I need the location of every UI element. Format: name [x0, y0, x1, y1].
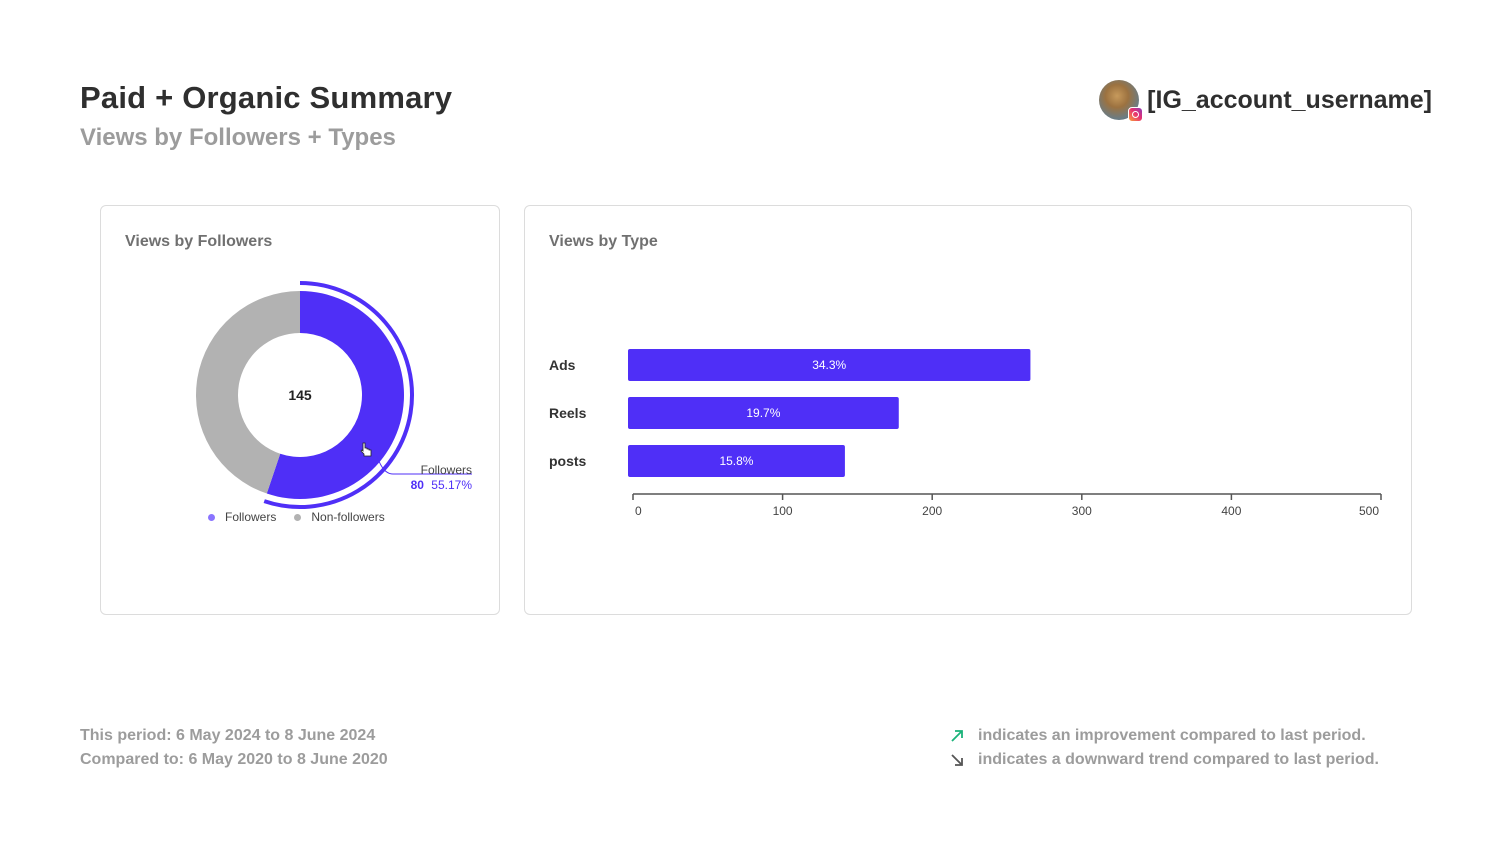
downward-row: indicates a downward trend compared to l… — [950, 748, 1379, 772]
tooltip-values: 80 55.17% — [411, 478, 473, 492]
arrow-down-right-icon — [951, 754, 963, 766]
bar-category-label: Ads — [549, 357, 576, 373]
bar-category-label: posts — [549, 453, 587, 469]
tooltip-leader-line — [376, 455, 472, 475]
x-axis-tick-label: 100 — [773, 504, 793, 518]
page-title: Paid + Organic Summary — [80, 80, 453, 115]
arrow-up-right-icon — [951, 730, 963, 742]
legend-item-followers[interactable]: Followers — [208, 510, 276, 524]
tooltip-percent: 55.17% — [431, 478, 472, 492]
legend-dot-icon — [294, 513, 302, 521]
compared-text: Compared to: 6 May 2020 to 8 June 2020 — [80, 751, 388, 768]
page-subtitle: Views by Followers + Types — [80, 124, 396, 151]
period-info: This period: 6 May 2024 to 8 June 2024 C… — [80, 724, 388, 772]
tooltip-value: 80 — [411, 478, 425, 492]
pointer-cursor-icon — [360, 442, 372, 457]
x-axis-tick-label: 0 — [635, 504, 642, 518]
bar-value-label: 19.7% — [746, 406, 780, 420]
legend-dot-icon — [208, 513, 215, 521]
bar-value-label: 34.3% — [812, 358, 846, 372]
donut-legend: Followers Non-followers — [208, 510, 385, 524]
avatar — [1099, 80, 1144, 122]
views-by-type-bar-chart[interactable]: Ads 34.3% Reels 19.7% posts 15.8% 0 100 200 300 40… — [525, 206, 1413, 616]
followers-donut-chart[interactable]: 145 Followers 80 55.17% — [101, 206, 501, 616]
tooltip-label: Followers — [421, 463, 472, 477]
instagram-icon — [1128, 107, 1144, 122]
bar-value-label: 15.8% — [719, 454, 753, 468]
account-badge[interactable]: [IG_account_username] — [1099, 80, 1432, 122]
bar-reels[interactable] — [628, 397, 899, 429]
improvement-note: indicates an improvement compared to las… — [978, 727, 1366, 744]
account-username: [IG_account_username] — [1147, 85, 1432, 114]
legend-label: Non-followers — [311, 510, 385, 524]
legend-item-non-followers[interactable]: Non-followers — [294, 510, 385, 524]
bar-category-label: Reels — [549, 405, 587, 421]
period-text: This period: 6 May 2024 to 8 June 2024 — [80, 727, 376, 744]
x-axis-tick-label: 200 — [922, 504, 942, 518]
bar-ads[interactable] — [628, 349, 1031, 381]
views-by-type-card: Views by Type Ads 34.3% Reels 19.7% posts 15.… — [524, 205, 1412, 615]
donut-total: 145 — [288, 387, 312, 403]
donut-slice-followers[interactable] — [266, 291, 404, 499]
downward-note: indicates a downward trend compared to l… — [978, 751, 1379, 768]
trend-legend: indicates an improvement compared to las… — [950, 724, 1379, 772]
x-axis-tick-label: 300 — [1072, 504, 1092, 518]
x-axis-tick-label: 500 — [1359, 504, 1379, 518]
improvement-row: indicates an improvement compared to las… — [950, 724, 1379, 748]
bar-posts[interactable] — [628, 445, 845, 477]
views-by-followers-card: Views by Followers 145 Followers 80 55.1… — [100, 205, 500, 615]
donut-slice-non-followers[interactable] — [195, 291, 300, 494]
x-axis-tick-label: 400 — [1221, 504, 1241, 518]
card-title: Views by Followers — [125, 233, 273, 250]
legend-label: Followers — [225, 510, 277, 524]
card-title: Views by Type — [549, 233, 658, 250]
followers-highlight-arc — [263, 281, 414, 509]
